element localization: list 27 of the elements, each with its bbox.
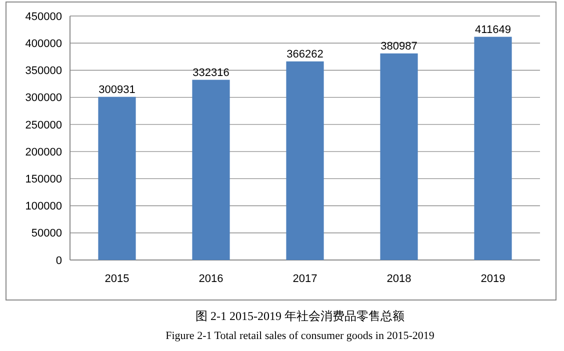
y-tick-label: 200000 xyxy=(25,146,62,158)
y-tick-label: 350000 xyxy=(25,65,62,78)
x-tick-label: 2015 xyxy=(104,273,130,285)
data-label: 300931 xyxy=(98,84,136,96)
y-tick-label: 300000 xyxy=(25,92,62,104)
bar xyxy=(98,96,136,260)
x-tick-label: 2017 xyxy=(292,273,318,285)
y-tick-label: 100000 xyxy=(25,200,62,213)
bar xyxy=(380,53,418,260)
data-label: 366262 xyxy=(286,48,324,60)
bar xyxy=(192,80,230,260)
x-tick-label: 2019 xyxy=(480,273,506,285)
x-tick-label: 2018 xyxy=(386,273,412,285)
data-label: 380987 xyxy=(380,40,418,52)
data-label: 332316 xyxy=(192,66,230,79)
y-tick-label: 0 xyxy=(56,254,62,267)
caption: 图 2-1 2015-2019 年社会消费品零售总额 xyxy=(196,309,404,323)
y-tick-label: 250000 xyxy=(25,119,62,132)
y-tick-label: 50000 xyxy=(31,228,62,240)
bar xyxy=(474,36,512,260)
y-tick-label: 150000 xyxy=(25,174,62,186)
data-label: 411649 xyxy=(475,24,511,36)
y-tick-label: 450000 xyxy=(25,10,62,23)
x-tick-label: 2016 xyxy=(198,273,224,285)
y-tick-label: 400000 xyxy=(25,38,62,50)
bar xyxy=(286,61,324,260)
caption: Figure 2-1 Total retail sales of consumer goods in 2015-2019 xyxy=(166,330,435,342)
